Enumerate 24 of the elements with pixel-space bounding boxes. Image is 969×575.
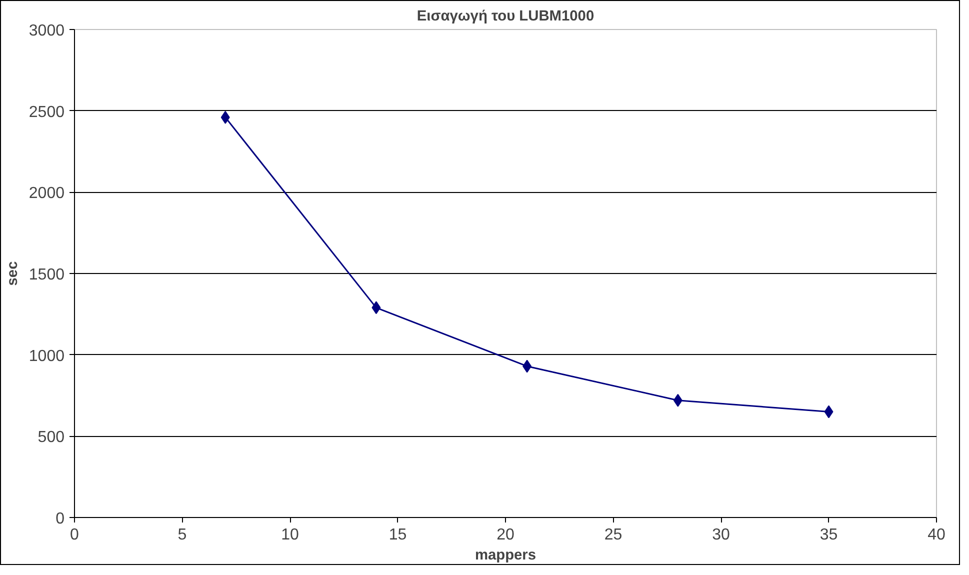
y-tick-label: 2000 [28, 185, 65, 202]
y-tick-label: 0 [56, 510, 65, 528]
x-tick-label: 15 [388, 526, 407, 544]
x-tick-label: 25 [604, 526, 622, 544]
y-axis-title: sec [4, 261, 21, 286]
y-tick-label: 1500 [28, 266, 65, 284]
point [220, 110, 230, 124]
point [522, 360, 532, 373]
y-tick-label: 1000 [28, 348, 65, 365]
x-axis-title: mappers [474, 548, 536, 564]
point [824, 405, 834, 418]
chart-title: Εισαγωγή του LUBM1000 [416, 8, 594, 24]
x-tick-label: 30 [712, 526, 730, 544]
y-tick-label: 500 [38, 429, 65, 446]
y-tick-label: 2500 [28, 104, 65, 121]
x-tick-label: 5 [178, 526, 187, 544]
y-tick-label: 3000 [28, 22, 65, 40]
x-tick-label: 0 [70, 526, 80, 544]
x-tick-label: 10 [281, 526, 299, 544]
x-tick-label: 35 [820, 526, 838, 544]
point [673, 394, 682, 407]
x-tick-label: 40 [928, 526, 946, 544]
x-tick-label: 20 [496, 526, 514, 544]
point [372, 301, 381, 314]
